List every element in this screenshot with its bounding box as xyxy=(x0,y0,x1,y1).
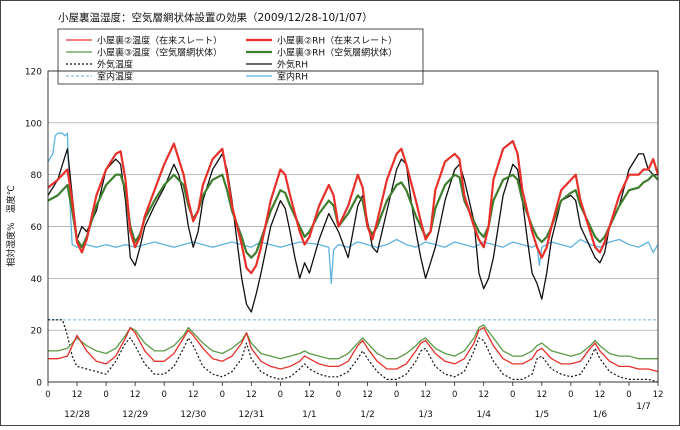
legend-label-roof2-rh: 小屋裏②RH（在来スレート） xyxy=(277,35,397,47)
x-tick-label-12: 0 xyxy=(394,390,399,400)
series-line-roof3-rh xyxy=(47,173,659,259)
date-label-6: 1/3 xyxy=(418,410,432,420)
date-label-4: 1/1 xyxy=(302,410,316,420)
x-tick-label-19: 12 xyxy=(594,390,605,400)
y-tick-label-100: 100 xyxy=(25,119,42,129)
date-label-2: 12/30 xyxy=(180,410,206,420)
plot-area-border xyxy=(47,70,659,383)
date-label-7: 1/4 xyxy=(476,410,491,420)
x-tick-label-17: 12 xyxy=(536,390,547,400)
y-tick-label-0: 0 xyxy=(36,379,42,389)
legend-label-outdoor-temp: 外気温度 xyxy=(97,59,133,71)
date-label-5: 1/2 xyxy=(360,410,374,420)
date-label-8: 1/5 xyxy=(535,410,549,420)
series-layer xyxy=(47,132,660,383)
grid-layer xyxy=(48,122,658,331)
legend-items: 小屋裏②温度（在来スレート） 小屋裏②RH（在来スレート） 小屋裏③温度（空気層網状… xyxy=(66,35,397,83)
x-tick-label-9: 12 xyxy=(304,390,315,400)
x-tick-label-20: 0 xyxy=(626,390,631,400)
x-tick-label-18: 0 xyxy=(568,390,573,400)
legend-label-indoor-temp: 室内温度 xyxy=(97,71,133,83)
date-label-1: 12/29 xyxy=(122,410,148,420)
x-tick-label-4: 0 xyxy=(161,390,166,400)
legend-label-roof3-rh: 小屋裏③RH（空気層網状体） xyxy=(277,47,397,59)
x-tick-label-21: 12 xyxy=(653,390,664,400)
x-tick-label-7: 12 xyxy=(246,390,257,400)
x-tick-label-5: 12 xyxy=(188,390,199,400)
series-line-outdoor-temp xyxy=(48,319,659,383)
x-tick-label-15: 12 xyxy=(478,390,489,400)
x-tick-label-2: 0 xyxy=(103,390,108,400)
legend-label-roof3-temp: 小屋裏③温度（空気層網状体） xyxy=(97,47,222,59)
x-tick-label-16: 0 xyxy=(510,390,515,400)
chart-title: 小屋裏温湿度：空気層網状体設置の効果（2009/12/28-10/1/07） xyxy=(58,11,373,24)
x-tick-label-3: 12 xyxy=(130,390,141,400)
date-label-10: 1/7 xyxy=(636,402,650,412)
y-tick-label-80: 80 xyxy=(31,171,43,181)
x-tick-label-8: 0 xyxy=(278,390,283,400)
series-line-roof3-temp xyxy=(48,324,658,360)
y-tick-label-40: 40 xyxy=(31,275,43,285)
x-tick-label-0: 0 xyxy=(45,390,50,400)
legend-label-indoor-rh: 室内RH xyxy=(277,71,308,83)
y-tick-label-120: 120 xyxy=(25,68,42,78)
x-tick-label-1: 12 xyxy=(72,390,83,400)
x-tick-label-10: 0 xyxy=(336,390,341,400)
y-axis-label: 相対湿度% 温度℃ xyxy=(5,185,17,267)
x-tick-label-14: 0 xyxy=(452,390,457,400)
x-tick-label-13: 12 xyxy=(420,390,431,400)
y-tick-label-20: 20 xyxy=(31,327,43,337)
series-line-roof2-rh xyxy=(47,139,660,275)
x-tick-label-11: 12 xyxy=(362,390,373,400)
y-tick-label-60: 60 xyxy=(31,223,43,233)
legend-label-outdoor-rh: 外気RH xyxy=(277,59,308,71)
date-label-3: 12/31 xyxy=(238,410,264,420)
x-tick-label-6: 0 xyxy=(220,390,225,400)
date-label-9: 1/6 xyxy=(593,410,608,420)
series-line-roof2-temp xyxy=(48,326,659,373)
legend xyxy=(57,28,424,85)
date-label-0: 12/28 xyxy=(64,410,90,420)
legend-label-roof2-temp: 小屋裏②温度（在来スレート） xyxy=(97,35,222,47)
